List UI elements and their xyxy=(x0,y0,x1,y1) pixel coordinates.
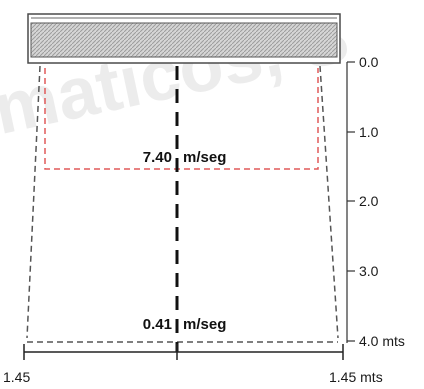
vertical-scale: 0.0 1.0 2.0 3.0 4.0 mts xyxy=(346,54,405,349)
velocity-lower-unit: m/seg xyxy=(183,316,226,333)
envelope-right-edge xyxy=(319,65,339,339)
envelope-left-edge xyxy=(26,65,41,339)
scale-label-0: 0.0 xyxy=(359,54,379,70)
velocity-label-upper: 7.40 m/seg xyxy=(143,149,227,166)
scale-label-4: 4.0 mts xyxy=(359,333,405,349)
scale-label-1: 1.0 xyxy=(359,124,379,140)
scale-label-2: 2.0 xyxy=(359,193,379,209)
velocity-upper-value: 7.40 xyxy=(143,149,172,166)
throw-envelope xyxy=(26,65,339,343)
scale-label-3: 3.0 xyxy=(359,263,379,279)
width-left-label: 1.45 xyxy=(3,369,30,385)
velocity-lower-value: 0.41 xyxy=(143,316,172,333)
high-velocity-outline xyxy=(44,68,319,170)
air-diffuser xyxy=(27,13,341,64)
velocity-label-lower: 0.41 m/seg xyxy=(143,316,227,333)
width-right-label: 1.45 mts xyxy=(329,369,383,385)
velocity-upper-unit: m/seg xyxy=(183,149,226,166)
diffuser-grille xyxy=(30,22,338,58)
width-dimension: 1.45 1.45 mts xyxy=(3,344,383,385)
high-velocity-zone xyxy=(44,68,319,170)
